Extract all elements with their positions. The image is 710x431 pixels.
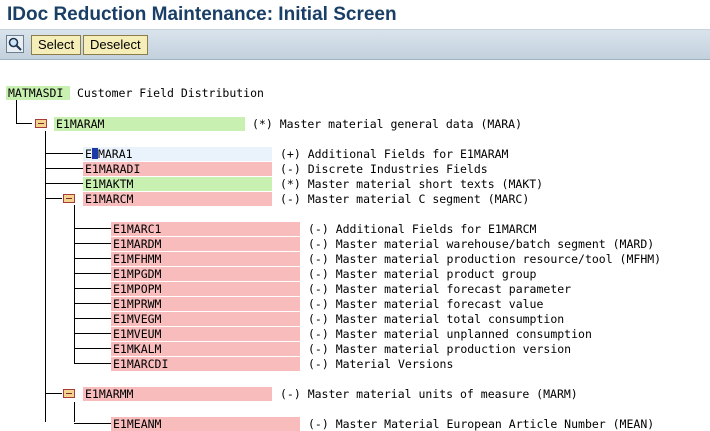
- segment-description: (-) Master material production resource/…: [308, 252, 662, 266]
- segment-description: (-) Master material C segment (MARC): [280, 192, 530, 206]
- segment-description: (-) Master material product group: [308, 267, 537, 281]
- segment-description: (*) Master material short texts (MAKT): [280, 177, 544, 191]
- segment-description: (-) Master material unplanned consumptio…: [308, 327, 592, 341]
- segment-description: (-) Discrete Industries Fields: [280, 162, 488, 176]
- segment-e1mprwm[interactable]: E1MPRWM: [111, 297, 300, 311]
- page-title: IDoc Reduction Maintenance: Initial Scre…: [7, 4, 397, 25]
- segment-tree: MATMASDI Customer Field Distribution E1M…: [0, 60, 710, 431]
- segment-e1mveum[interactable]: E1MVEUM: [111, 327, 300, 341]
- tree-connector: [74, 205, 75, 363]
- segment-description: (-) Master material production version: [308, 342, 572, 356]
- tree-connector: [16, 100, 17, 124]
- tree-connector: [74, 423, 111, 424]
- segment-e1mardm[interactable]: E1MARDM: [111, 237, 300, 251]
- tree-connector: [74, 363, 111, 364]
- segment-description: (-) Master material warehouse/batch segm…: [308, 237, 655, 251]
- tree-connector: [74, 348, 111, 349]
- segment-text-end: MARA1: [97, 147, 133, 161]
- magnifier-icon[interactable]: [6, 35, 24, 53]
- tree-connector: [74, 303, 111, 304]
- segment-e1marcdi[interactable]: E1MARCDI: [111, 357, 300, 371]
- segment-e1mpopm[interactable]: E1MPOPM: [111, 282, 300, 296]
- segment-description: (*) Master material general data (MARA): [252, 117, 523, 131]
- segment-description: (-) Material Versions: [308, 357, 454, 371]
- tree-connector: [74, 273, 111, 274]
- segment-e1maram[interactable]: E1MARAM: [54, 117, 245, 131]
- tree-connector: [45, 168, 83, 169]
- segment-e1marc1[interactable]: E1MARC1: [111, 222, 300, 236]
- tree-connector: [74, 402, 75, 422]
- segment-e1marmm[interactable]: E1MARMM: [83, 387, 272, 401]
- segment-description: (-) Master Material European Article Num…: [308, 417, 655, 431]
- segment-e1mara1[interactable]: E MARA1: [83, 147, 272, 161]
- segment-matmasdi[interactable]: MATMASDI: [6, 86, 70, 100]
- segment-e1maradi[interactable]: E1MARADI: [83, 162, 272, 176]
- tree-connector: [74, 258, 111, 259]
- segment-description: (-) Additional Fields for E1MARCM: [308, 222, 537, 236]
- segment-e1maktm[interactable]: E1MAKTM: [83, 177, 272, 191]
- folder-open-icon[interactable]: [63, 389, 75, 398]
- tree-connector: [74, 228, 111, 229]
- tree-connector: [45, 393, 62, 394]
- segment-e1mvegm[interactable]: E1MVEGM: [111, 312, 300, 326]
- tree-connector: [74, 333, 111, 334]
- tree-connector: [45, 131, 46, 422]
- segment-description: (-) Master material total consumption: [308, 312, 565, 326]
- segment-description: (-) Master material forecast parameter: [308, 282, 572, 296]
- segment-e1mpgdm[interactable]: E1MPGDM: [111, 267, 300, 281]
- segment-description: (+) Additional Fields for E1MARAM: [280, 147, 509, 161]
- tree-connector: [74, 243, 111, 244]
- segment-description: (-) Master material units of measure (MA…: [280, 387, 578, 401]
- tree-connector: [74, 288, 111, 289]
- text-cursor: [91, 148, 98, 159]
- tree-connector: [74, 318, 111, 319]
- magnifier-icon-graphic: [8, 37, 22, 51]
- tree-connector: [45, 153, 83, 154]
- folder-open-icon[interactable]: [35, 119, 47, 128]
- title-bar: IDoc Reduction Maintenance: Initial Scre…: [0, 0, 710, 30]
- segment-e1mkalm[interactable]: E1MKALM: [111, 342, 300, 356]
- deselect-button[interactable]: Deselect: [83, 35, 148, 55]
- select-button[interactable]: Select: [31, 35, 82, 55]
- segment-e1marcm[interactable]: E1MARCM: [83, 192, 272, 206]
- tree-connector: [45, 198, 62, 199]
- tree-connector: [45, 183, 83, 184]
- segment-e1meanm[interactable]: E1MEANM: [111, 417, 300, 431]
- tree-connector: [16, 123, 32, 124]
- application-toolbar: Select Deselect: [0, 30, 710, 60]
- segment-text-start: E: [85, 147, 92, 161]
- segment-e1mfhmm[interactable]: E1MFHMM: [111, 252, 300, 266]
- segment-description: Customer Field Distribution: [77, 86, 264, 100]
- segment-description: (-) Master material forecast value: [308, 297, 544, 311]
- folder-open-icon[interactable]: [63, 194, 75, 203]
